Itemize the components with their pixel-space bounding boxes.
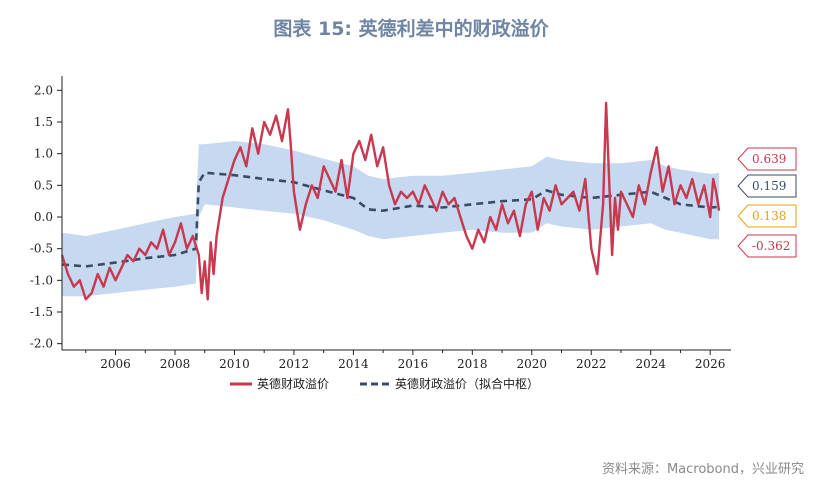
x-tick-label: 2010 (219, 357, 250, 371)
premium-line-layer (60, 101, 721, 301)
legend-label-fitted: 英德财政溢价（拟合中枢） (395, 376, 539, 391)
x-tick-label: 2012 (279, 357, 310, 371)
y-tick-label: -2.0 (30, 337, 53, 351)
fitted-line-layer (61, 171, 720, 268)
value-flag (737, 147, 797, 171)
value-flag-text: 0.138 (752, 209, 786, 223)
y-tick-label: 2.0 (34, 83, 53, 97)
y-tick-label: 0.0 (34, 210, 53, 224)
value-flag (737, 174, 797, 198)
chart-title: 图表 15: 英德利差中的财政溢价 (273, 18, 549, 40)
x-tick-label: 2008 (160, 357, 191, 371)
y-tick-label: 0.5 (34, 178, 53, 192)
band-layer (62, 141, 720, 297)
y-tick-label: 1.0 (34, 147, 53, 161)
series-line-fitted (61, 171, 720, 268)
x-tick-label: 2014 (338, 357, 369, 371)
y-tick-label: -0.5 (30, 242, 53, 256)
fit-band-area (62, 141, 720, 297)
value-flag (737, 234, 797, 258)
x-tick-label: 2018 (457, 357, 488, 371)
legend: 英德财政溢价 英德财政溢价（拟合中枢） (230, 376, 539, 391)
x-tick-label: 2016 (398, 357, 429, 371)
y-tick-label: -1.5 (30, 305, 53, 319)
x-tick-label: 2026 (695, 357, 726, 371)
value-flag (737, 204, 797, 228)
source-note: 资料来源：Macrobond，兴业研究 (601, 462, 804, 477)
value-flag-text: -0.362 (752, 239, 790, 253)
y-tick-label: -1.0 (30, 273, 53, 287)
x-tick-label: 2024 (635, 357, 666, 371)
legend-label-premium: 英德财政溢价 (257, 376, 329, 391)
value-flag-text: 0.639 (752, 152, 786, 166)
value-labels: 0.639 0.159 0.138 -0.362 (737, 147, 797, 258)
x-tick-label: 2006 (100, 357, 131, 371)
x-tick-label: 2020 (517, 357, 548, 371)
x-tick-label: 2022 (576, 357, 607, 371)
value-flag-text: 0.159 (752, 179, 786, 193)
axes: 2.0 1.5 1.0 0.5 0.0 -0.5 -1.0 -1.5 -2.0 2006 2008 2… (30, 76, 731, 371)
series-line-premium (60, 101, 721, 301)
y-tick-label: 1.5 (34, 115, 53, 129)
